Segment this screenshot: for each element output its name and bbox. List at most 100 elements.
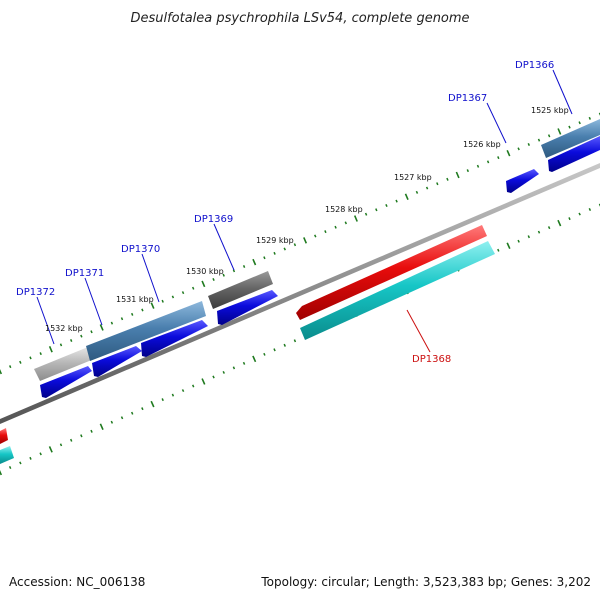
outer-tick (70, 339, 73, 342)
outer-tick (171, 295, 175, 299)
outer-tick (201, 280, 206, 288)
feature-bar-gray-dp1369 (208, 271, 273, 309)
cds-arrow-6 (548, 136, 600, 172)
inner-tick (0, 470, 3, 476)
inner-tick (293, 339, 297, 343)
inner-tick (201, 378, 206, 385)
feature-bar-steelblue-dp1366 (541, 119, 600, 158)
outer-tick (263, 256, 266, 260)
inner-tick (90, 429, 93, 433)
inner-tick (557, 219, 562, 227)
gene-labels: DP1366 DP1367 DP1368 DP1369 DP1370 DP137… (16, 60, 554, 365)
inner-tick (48, 446, 53, 453)
inner-tick (8, 465, 12, 470)
outer-tick (588, 116, 591, 120)
inner-tick (29, 456, 32, 460)
cds-arrow-3 (141, 320, 208, 357)
inner-tick (222, 370, 225, 374)
gene-label-dp1368[interactable]: DP1368 (412, 354, 451, 365)
outer-tick (19, 360, 22, 364)
accession-text: Accession: NC_006138 (9, 575, 145, 589)
gene-label-dp1367[interactable]: DP1367 (448, 93, 487, 104)
outer-tick (476, 164, 480, 168)
outer-tick (486, 160, 490, 164)
outer-tick (212, 277, 215, 282)
outer-tick (404, 193, 409, 201)
cds-arrow-5 (506, 169, 539, 193)
outer-tick (537, 138, 541, 142)
inner-tick (242, 361, 246, 365)
outer-tick (48, 345, 53, 353)
kbp-label-1527: 1527 kbp (394, 173, 432, 182)
outer-tick (222, 273, 225, 277)
inner-tick (517, 239, 520, 243)
outer-tick (242, 265, 246, 268)
outer-tick (110, 321, 114, 325)
outer-tick (150, 302, 155, 309)
inner-tick (161, 398, 164, 402)
outer-tick (436, 182, 439, 186)
outer-tick (415, 190, 419, 194)
cds-arrows (40, 136, 600, 398)
outer-tick (425, 186, 429, 190)
outer-tick (568, 125, 571, 129)
gene-label-dp1366[interactable]: DP1366 (515, 60, 554, 71)
outer-tick (395, 199, 398, 203)
gene-label-dp1369[interactable]: DP1369 (194, 214, 233, 225)
outer-tick (527, 143, 530, 146)
outer-tick (578, 121, 581, 125)
inner-tick (212, 375, 215, 379)
outer-tick (506, 149, 511, 157)
outer-tick (517, 147, 520, 151)
outer-tick (324, 230, 327, 234)
upper-features (34, 119, 600, 381)
kbp-label-1525: 1525 kbp (531, 106, 569, 115)
inner-tick (19, 461, 22, 465)
inner-tick (120, 416, 124, 420)
inner-tick (80, 434, 83, 438)
gene-label-dp1371[interactable]: DP1371 (65, 268, 104, 279)
kbp-label-1531: 1531 kbp (116, 295, 154, 304)
gene-label-dp1370[interactable]: DP1370 (121, 244, 160, 255)
kbp-label-1532: 1532 kbp (45, 324, 83, 333)
inner-tick (232, 366, 236, 370)
inner-tick (181, 389, 185, 393)
inner-tick (131, 411, 134, 415)
map-title: Desulfotalea psychrophila LSv54, complet… (130, 11, 469, 26)
genome-backbone (0, 163, 600, 424)
inner-tick (506, 242, 511, 250)
outer-tick (39, 352, 42, 356)
kbp-label-1528: 1528 kbp (325, 205, 363, 214)
inner-tick (70, 438, 73, 442)
outer-tick (364, 212, 368, 216)
inner-tick (110, 420, 114, 424)
outer-tick (375, 208, 378, 212)
leader-lines (36, 69, 573, 353)
inner-tick (588, 207, 592, 212)
cds-arrow-2 (92, 346, 142, 377)
outer-tick (9, 365, 12, 369)
inner-tick (568, 217, 571, 221)
outer-tick (466, 169, 469, 173)
outer-tick (497, 156, 500, 160)
inner-tick (497, 248, 500, 252)
feature-bar-red-dp1368 (296, 225, 487, 320)
cds-arrow-4 (217, 290, 278, 325)
inner-tick (578, 212, 581, 216)
kbp-label-1529: 1529 kbp (256, 236, 294, 245)
outer-tick (192, 286, 195, 290)
gene-label-dp1372[interactable]: DP1372 (16, 287, 55, 298)
feature-bar-red-left (0, 428, 8, 444)
outer-tick (385, 203, 388, 208)
feature-bar-steelblue-dp1371 (86, 301, 206, 361)
inner-tick (192, 384, 195, 388)
lower-features (0, 225, 495, 464)
inner-tick (537, 230, 541, 234)
outer-tick (29, 356, 32, 360)
cds-arrow-1 (40, 366, 92, 398)
outer-tick (547, 134, 551, 138)
inner-tick (39, 452, 42, 456)
inner-tick (527, 235, 530, 239)
inner-tick (99, 423, 104, 431)
